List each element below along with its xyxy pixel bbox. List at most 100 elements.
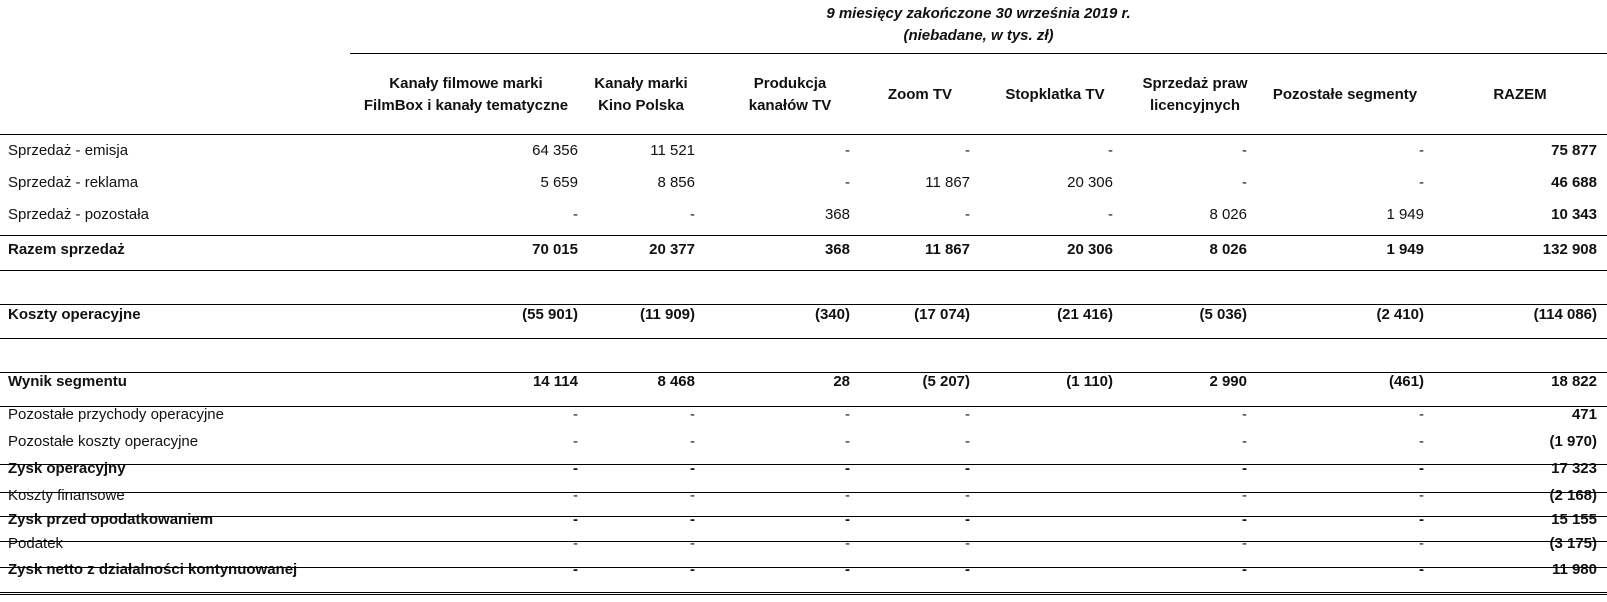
row-value-cell: - <box>690 487 695 504</box>
row-value-cell: - <box>690 460 695 477</box>
column-header-line: Stopklatka TV <box>1005 86 1105 103</box>
row-value-cell: - <box>690 406 695 423</box>
table-row-wynik-segmentu: Wynik segmentu 14 114 8 468 28 (5 207) (1 110… <box>0 373 1607 395</box>
rule <box>0 406 1607 407</box>
column-header-zoom-tv: Zoom TV <box>860 55 980 135</box>
row-value-cell: - <box>573 535 578 552</box>
table-caption: 9 miesięcy zakończone 30 września 2019 r… <box>350 3 1607 47</box>
column-header-line: Sprzedaż praw <box>1142 75 1248 92</box>
row-value-cell: 8 026 <box>1209 206 1247 223</box>
row-value-cell: 8 468 <box>657 373 695 390</box>
row-value-cell: 368 <box>824 206 850 223</box>
row-value-cell: 11 867 <box>925 174 970 191</box>
row-value-cell: - <box>965 535 970 552</box>
row-value-cell: - <box>690 206 695 223</box>
row-total-cell: 471 <box>1571 406 1597 423</box>
rule <box>0 516 1607 517</box>
row-value-cell: - <box>845 142 850 159</box>
row-value-cell: (5 036) <box>1199 306 1247 323</box>
row-value-cell: - <box>1108 206 1113 223</box>
row-value-cell: - <box>1419 511 1424 528</box>
row-value-cell: - <box>1419 535 1424 552</box>
row-value-cell: - <box>1419 487 1424 504</box>
row-label: Pozostałe przychody operacyjne <box>8 406 224 423</box>
row-label: Koszty operacyjne <box>8 306 141 323</box>
column-header-line: Kanały filmowe marki <box>389 75 543 92</box>
row-total-cell: 46 688 <box>1551 174 1597 191</box>
table-row-koszty-finansowe: Koszty finansowe - - - - - - (2 168) <box>0 487 1607 509</box>
row-value-cell: - <box>690 535 695 552</box>
rule <box>0 567 1607 568</box>
row-total-cell: 15 155 <box>1551 511 1597 528</box>
row-value-cell: 64 356 <box>532 142 578 159</box>
row-total-cell: (1 970) <box>1549 433 1597 450</box>
row-value-cell: - <box>965 460 970 477</box>
row-label: Wynik segmentu <box>8 373 127 390</box>
row-value-cell: - <box>1242 406 1247 423</box>
rule <box>0 304 1607 305</box>
row-value-cell: - <box>573 511 578 528</box>
rule <box>0 492 1607 493</box>
row-value-cell: (21 416) <box>1057 306 1113 323</box>
row-value-cell: - <box>965 561 970 578</box>
row-label: Pozostałe koszty operacyjne <box>8 433 199 450</box>
row-value-cell: - <box>845 406 850 423</box>
table-row-razem-sprzedaz: Razem sprzedaż 70 015 20 377 368 11 867 20 30… <box>0 241 1607 263</box>
header-bottom-rule <box>0 134 1607 135</box>
row-value-cell: - <box>690 561 695 578</box>
row-value-cell: - <box>845 433 850 450</box>
row-value-cell: 1 949 <box>1386 206 1424 223</box>
table-row-zysk-przed-opodatkowaniem: Zysk przed opodatkowaniem - - - - - - 15 155 <box>0 511 1607 533</box>
row-label: Razem sprzedaż <box>8 241 125 258</box>
row-total-cell: 18 822 <box>1551 373 1597 390</box>
row-value-cell: 2 990 <box>1209 373 1247 390</box>
column-header-filmbox: Kanały filmowe marki FilmBox i kanały tem… <box>352 55 580 135</box>
row-value-cell: (17 074) <box>914 306 970 323</box>
row-value-cell: - <box>965 511 970 528</box>
column-header-razem: RAZEM <box>1450 55 1590 135</box>
row-value-cell: (5 207) <box>922 373 970 390</box>
row-total-cell: 10 343 <box>1551 206 1597 223</box>
row-value-cell: - <box>845 460 850 477</box>
column-header-sprzedaz-praw: Sprzedaż praw licencyjnych <box>1125 55 1265 135</box>
row-value-cell: 8 856 <box>657 174 695 191</box>
row-value-cell: 368 <box>824 241 850 258</box>
row-value-cell: (11 909) <box>639 306 695 323</box>
row-label: Zysk przed opodatkowaniem <box>8 511 214 528</box>
row-total-cell: (3 175) <box>1549 535 1597 552</box>
row-label: Sprzedaż - reklama <box>8 174 139 191</box>
row-value-cell: - <box>573 433 578 450</box>
row-label: Sprzedaż - emisja <box>8 142 129 159</box>
row-value-cell: 14 114 <box>532 373 578 390</box>
row-value-cell: - <box>1242 142 1247 159</box>
table-row-sprzedaz-reklama: Sprzedaż - reklama 5 659 8 856 - 11 867 20 30… <box>0 174 1607 196</box>
column-header-line: FilmBox i kanały tematyczne <box>363 97 569 114</box>
row-value-cell: 11 521 <box>650 142 695 159</box>
column-header-stopklatka-tv: Stopklatka TV <box>985 55 1125 135</box>
row-value-cell: 70 015 <box>532 241 578 258</box>
rule <box>0 338 1607 339</box>
row-label: Zysk netto z działalności kontynuowanej <box>8 561 298 578</box>
row-value-cell: 1 949 <box>1386 241 1424 258</box>
row-value-cell: - <box>1242 487 1247 504</box>
row-total-cell: 17 323 <box>1551 460 1597 477</box>
row-total-cell: 132 908 <box>1542 241 1597 258</box>
table-row-zysk-netto: Zysk netto z działalności kontynuowanej -… <box>0 561 1607 583</box>
row-value-cell: 5 659 <box>540 174 578 191</box>
rule <box>0 235 1607 236</box>
row-value-cell: (1 110) <box>1066 373 1113 390</box>
row-value-cell: - <box>573 487 578 504</box>
row-value-cell: (461) <box>1388 373 1424 390</box>
row-label: Koszty finansowe <box>8 487 125 504</box>
row-value-cell: - <box>573 406 578 423</box>
column-header-kino-polska: Kanały marki Kino Polska <box>586 55 696 135</box>
row-value-cell: - <box>845 561 850 578</box>
table-row-sprzedaz-pozostala: Sprzedaż - pozostała - - 368 - - 8 026 1 949 10 … <box>0 206 1607 228</box>
row-value-cell: - <box>690 433 695 450</box>
row-value-cell: - <box>965 406 970 423</box>
row-value-cell: - <box>1419 460 1424 477</box>
column-header-produkcja: Produkcja kanałów TV <box>725 55 855 135</box>
row-value-cell: 20 306 <box>1067 174 1113 191</box>
row-value-cell: - <box>1419 433 1424 450</box>
row-label: Sprzedaż - pozostała <box>8 206 149 223</box>
